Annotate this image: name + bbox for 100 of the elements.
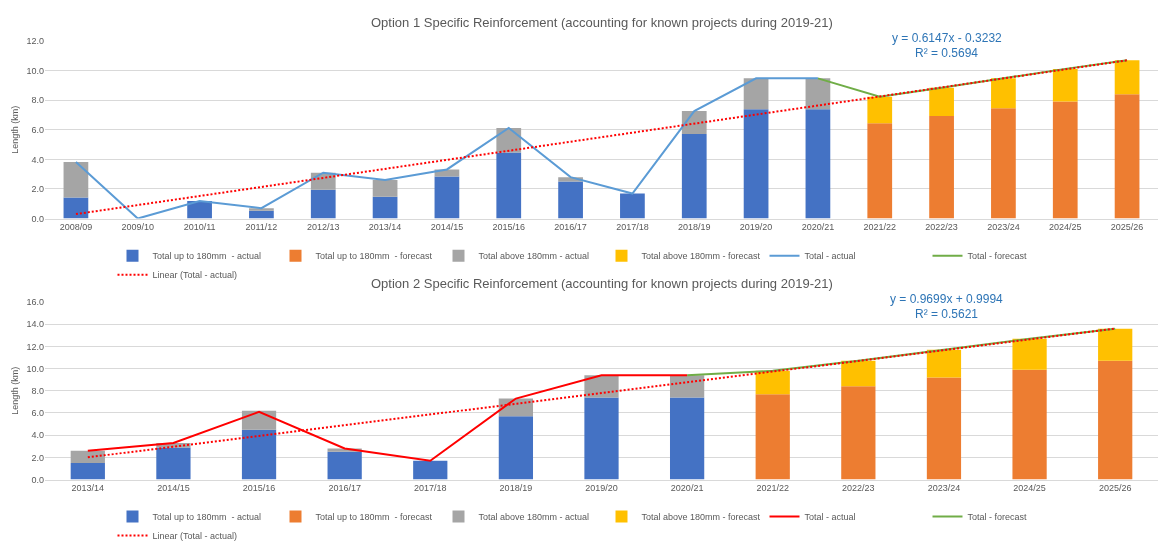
legend-label: Total up to 180mm - forecast [315,251,433,262]
x-tick-label: 2018/19 [499,483,533,494]
x-tick-label: 2013/14 [71,483,105,494]
y-tick-label: 12.0 [26,341,44,352]
y-tick-label: 4.0 [31,430,44,441]
bar [991,108,1016,219]
line-series [74,77,819,219]
bar [681,133,707,219]
bar [63,161,89,198]
bar [991,78,1016,109]
x-tick-label: 2013/14 [368,222,402,233]
bar [929,115,954,219]
x-tick-label: 2023/24 [987,222,1020,233]
legend-label: Linear (Total - actual) [152,270,238,281]
x-tick-label: 2015/16 [242,483,276,494]
bar [1012,369,1047,480]
x-tick-label: 2025/26 [1098,483,1132,494]
line-series [686,327,1117,377]
bar [867,96,893,124]
x-tick-label: 2019/20 [585,483,618,494]
bar [755,394,790,480]
x-tick-label: 2022/23 [842,483,875,494]
y-tick-label: 6.0 [31,124,44,135]
bar [310,189,336,219]
x-tick-label: 2020/21 [801,222,835,233]
legend-label: Total - forecast [967,251,1028,262]
bar [669,375,705,398]
y-tick-label: 14.0 [26,319,44,330]
bar [841,386,876,480]
x-tick-label: 2008/09 [59,222,93,233]
x-tick-label: 2010/11 [183,222,216,233]
x-tick-label: 2015/16 [492,222,526,233]
x-tick-label: 2014/15 [157,483,190,494]
bar [1052,68,1078,102]
legend-label: Total - actual [804,251,856,262]
bar [558,181,583,219]
y-tick-label: 10.0 [26,363,44,374]
bar [755,370,790,395]
bar [926,349,962,378]
x-tick-label: 2020/21 [670,483,704,494]
legend-label: Total above 180mm - forecast [641,251,761,262]
x-tick-label: 2017/18 [414,483,447,494]
bar [372,196,398,219]
y-axis-title: Length (km) [9,366,20,415]
x-tick-label: 2023/24 [927,483,961,494]
chart-title: Option 2 Specific Reinforcement (accounting for known projects during 2019-21) [371,276,833,291]
x-tick-label: 2012/13 [306,222,340,233]
bar [70,462,105,480]
x-tick-label: 2018/19 [677,222,711,233]
bar [327,451,362,480]
bar [156,447,191,480]
legend-label: Total above 180mm - actual [478,251,590,262]
x-tick-label: 2011/12 [245,222,278,233]
bar [805,109,831,219]
y-tick-label: 6.0 [31,408,44,419]
x-tick-label: 2009/10 [121,222,155,233]
bar [620,193,645,219]
annotation: R² = 0.5694 [915,46,979,60]
x-tick-label: 2024/25 [1048,222,1082,233]
annotation: R² = 0.5621 [915,307,979,321]
bar [70,450,105,463]
bar [372,180,398,197]
bar [413,460,448,480]
y-tick-label: 2.0 [31,452,44,463]
bar [241,429,277,480]
bar [1052,101,1078,219]
annotation: y = 0.6147x - 0.3232 [892,31,1003,45]
bar [249,210,274,219]
x-tick-label: 2017/18 [616,222,649,233]
x-tick-label: 2016/17 [328,483,361,494]
bar [1114,60,1140,95]
legend-label: Total - actual [804,512,856,523]
bar [841,360,876,387]
bar [743,109,769,219]
chart-title: Option 1 Specific Reinforcement (accounting for known projects during 2019-21) [371,15,833,30]
x-tick-label: 2022/23 [925,222,958,233]
bar [584,397,619,480]
line-series [816,59,1129,98]
x-tick-label: 2021/22 [863,222,897,233]
x-tick-label: 2016/17 [554,222,587,233]
legend-label: Total up to 180mm - actual [152,512,262,523]
legend-label: Total up to 180mm - forecast [315,512,433,523]
bar [434,176,460,219]
x-tick-label: 2024/25 [1013,483,1046,494]
x-tick-label: 2014/15 [430,222,464,233]
y-tick-label: 8.0 [31,95,44,106]
legend-label: Total above 180mm - actual [478,512,590,523]
y-tick-label: 10.0 [26,65,44,76]
bar [1098,360,1133,480]
legend-label: Linear (Total - actual) [152,531,238,542]
y-tick-label: 2.0 [31,184,44,195]
bar [929,87,954,116]
bar [1114,94,1140,219]
y-tick-label: 0.0 [31,474,44,485]
annotation: y = 0.9699x + 0.9994 [890,292,1004,306]
bar [1098,328,1133,361]
y-tick-label: 12.0 [26,36,44,47]
bar [496,152,522,219]
legend-label: Total up to 180mm - actual [152,251,262,262]
x-tick-label: 2021/22 [756,483,789,494]
